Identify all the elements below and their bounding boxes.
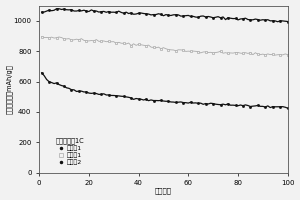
Y-axis label: 放电比容量（mAh/g）: 放电比容量（mAh/g） [6, 64, 12, 114]
X-axis label: 循环次数: 循环次数 [155, 188, 172, 194]
Legend: 实施例1, 对比例1, 对比例2: 实施例1, 对比例1, 对比例2 [55, 136, 86, 166]
